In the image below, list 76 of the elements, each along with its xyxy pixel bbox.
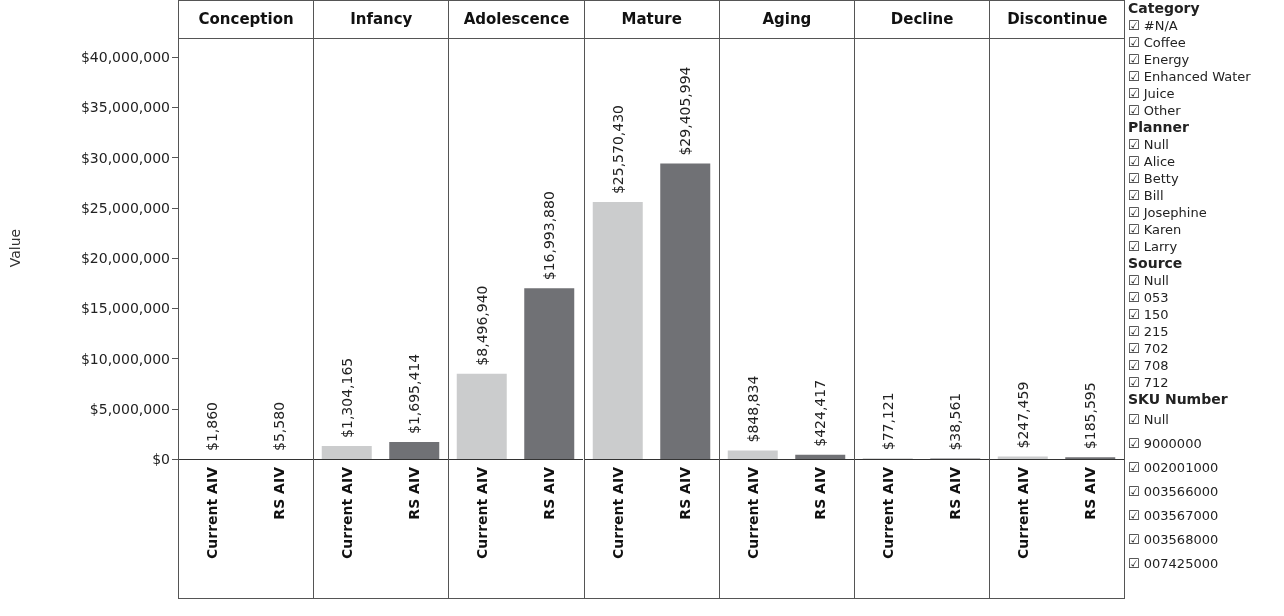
text: ☑ Coffee: [1128, 34, 1187, 51]
text: ☑ 053: [1128, 289, 1170, 306]
data-label: $38,561: [947, 392, 964, 451]
chart-title: Infancy: [314, 1, 449, 39]
data-label: $77,121: [879, 392, 896, 451]
x-tick-label: Current AIV: [203, 466, 220, 559]
y-tick-label: $10,000,000: [80, 350, 170, 367]
x-tick-label: Current AIV: [338, 466, 355, 559]
x-tick-label: Current AIV: [609, 466, 626, 559]
y-tick-label: $30,000,000: [80, 149, 170, 166]
data-label: $247,459: [1014, 381, 1031, 449]
chart-title: Aging: [719, 1, 854, 39]
y-axis-title: Value: [7, 228, 23, 268]
data-label: $29,405,994: [676, 66, 693, 156]
text: Source: [1128, 255, 1183, 272]
text: ☑ Betty: [1128, 170, 1180, 187]
x-tick-label: Current AIV: [744, 466, 761, 559]
text: ☑ 712: [1128, 374, 1170, 391]
x-tick-label: RS AIV: [1082, 466, 1099, 520]
text: ☑ #N/A: [1128, 17, 1179, 34]
text: SKU Number: [1128, 391, 1228, 408]
x-tick-label: Current AIV: [879, 466, 896, 559]
x-tick-label: RS AIV: [812, 466, 829, 520]
text: ☑ Other: [1128, 102, 1182, 119]
x-tick-label: RS AIV: [406, 466, 423, 520]
data-label: $848,834: [744, 375, 761, 443]
chart-title: Conception: [179, 1, 314, 39]
text: ☑ 702: [1128, 340, 1170, 357]
text: ☑ Energy: [1128, 51, 1191, 68]
text: ☑ Bill: [1128, 187, 1165, 204]
x-tick-label: Current AIV: [1014, 466, 1031, 559]
text: Category: [1128, 0, 1201, 17]
y-tick-label: $35,000,000: [80, 99, 170, 116]
data-label: $8,496,940: [474, 285, 491, 366]
text: ☑ Null: [1128, 272, 1170, 289]
chart-title: Decline: [855, 1, 990, 39]
text: ☑ 215: [1128, 323, 1170, 340]
y-tick-label: $5,000,000: [89, 400, 170, 417]
data-label: $16,993,880: [541, 191, 558, 281]
text: ☑ Juice: [1128, 85, 1176, 102]
data-label: $185,595: [1082, 382, 1099, 450]
data-label: $1,304,165: [338, 357, 355, 438]
data-label: $424,417: [812, 379, 829, 447]
y-tick-label: $15,000,000: [80, 300, 170, 317]
data-label: $25,570,430: [609, 105, 626, 195]
y-tick-label: $20,000,000: [80, 250, 170, 267]
text: ☑ 708: [1128, 357, 1170, 374]
x-tick-label: RS AIV: [541, 466, 558, 520]
x-tick-label: RS AIV: [271, 466, 288, 520]
text: ☑ 007425000: [1128, 555, 1220, 573]
text: ☑ Josephine: [1128, 204, 1207, 221]
data-label: $1,860: [203, 401, 220, 451]
chart-title: Mature: [584, 1, 719, 39]
chart-title: Discontinue: [990, 1, 1125, 39]
y-tick-label: $40,000,000: [80, 49, 170, 66]
data-label: $1,695,414: [406, 353, 423, 434]
text: ☑ 9000000: [1128, 435, 1203, 453]
data-label: $5,580: [271, 401, 288, 451]
chart-title: Adolescence: [449, 1, 584, 39]
text: ☑ 003566000: [1128, 483, 1220, 501]
y-tick-label: $25,000,000: [80, 199, 170, 216]
text: ☑ 150: [1128, 306, 1170, 323]
text: ☑ Null: [1128, 136, 1170, 153]
text: Planner: [1128, 119, 1190, 136]
x-tick-label: RS AIV: [676, 466, 693, 520]
x-tick-label: RS AIV: [947, 466, 964, 520]
text: ☑ 003568000: [1128, 531, 1220, 549]
text: ☑ Larry: [1128, 238, 1179, 255]
text: ☑ 002001000: [1128, 459, 1220, 477]
text: ☑ 003567000: [1128, 507, 1220, 525]
text: ☑ Karen: [1128, 221, 1183, 238]
text: ☑ Enhanced Water: [1128, 68, 1251, 85]
x-tick-label: Current AIV: [474, 466, 491, 559]
y-tick-label: $0: [152, 451, 170, 467]
text: ☑ Alice: [1128, 153, 1177, 170]
text: ☑ Null: [1128, 411, 1170, 429]
